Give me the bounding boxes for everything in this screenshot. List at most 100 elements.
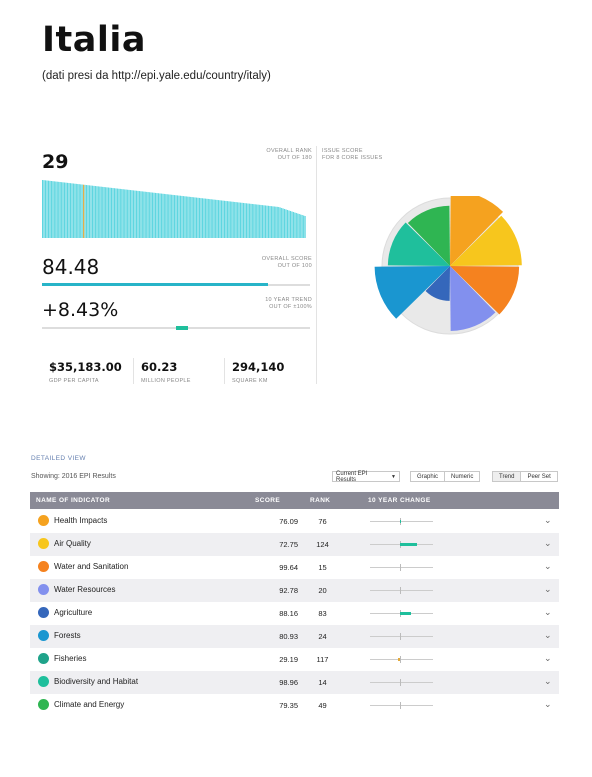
rank-bar bbox=[175, 195, 177, 238]
rank-bar bbox=[53, 181, 55, 238]
stat-divider bbox=[224, 358, 225, 384]
rank-bar bbox=[116, 188, 118, 238]
issue-wedge[interactable] bbox=[407, 205, 450, 266]
column-change-header[interactable]: 10 YEAR CHANGE bbox=[368, 497, 431, 504]
column-score-header[interactable]: SCORE bbox=[255, 497, 281, 504]
chevron-down-icon[interactable]: ⌄ bbox=[544, 699, 552, 709]
overall-rank-label-line2: OUT OF 180 bbox=[277, 155, 312, 161]
stat-area: 294,140 SQUARE KM bbox=[232, 360, 284, 384]
rank-bar bbox=[138, 191, 140, 238]
indicator-name: Climate and Energy bbox=[54, 700, 125, 709]
rank-bar bbox=[247, 203, 249, 238]
rank-bar bbox=[289, 210, 292, 238]
rank-bar bbox=[106, 187, 108, 238]
air-icon bbox=[38, 538, 49, 549]
rank-bar bbox=[225, 200, 227, 238]
rank-bar bbox=[156, 193, 158, 238]
column-rank-header[interactable]: RANK bbox=[310, 497, 331, 504]
rank-bar bbox=[231, 201, 233, 238]
rank-bar bbox=[278, 206, 280, 238]
rank-bar bbox=[197, 197, 199, 238]
issue-score-wheel[interactable] bbox=[372, 196, 528, 336]
indicator-row[interactable]: Water Resources 92.78 20 ⌄ bbox=[30, 579, 559, 602]
rank-bar bbox=[303, 215, 305, 238]
change-bar bbox=[400, 543, 417, 546]
rank-bar bbox=[125, 189, 127, 238]
rank-bar bbox=[102, 186, 104, 238]
rank-bar bbox=[262, 205, 264, 238]
indicator-name: Water and Sanitation bbox=[54, 562, 129, 571]
rank-bar bbox=[128, 189, 130, 238]
results-dropdown[interactable]: Current EPI Results ▼ bbox=[332, 471, 400, 483]
issue-wedge[interactable] bbox=[387, 222, 450, 266]
indicator-row[interactable]: Water and Sanitation 99.64 15 ⌄ bbox=[30, 556, 559, 579]
rank-bar bbox=[65, 182, 67, 238]
indicator-row[interactable]: Health Impacts 76.09 76 ⌄ bbox=[30, 510, 559, 533]
chevron-down-icon[interactable]: ⌄ bbox=[544, 584, 552, 594]
indicator-rank: 76 bbox=[318, 517, 327, 526]
graphic-toggle[interactable]: Graphic bbox=[417, 473, 439, 480]
rank-bar bbox=[212, 199, 214, 238]
indicator-row[interactable]: Forests 80.93 24 ⌄ bbox=[30, 625, 559, 648]
detailed-view-label: DETAILED VIEW bbox=[31, 455, 86, 462]
chevron-down-icon[interactable]: ⌄ bbox=[544, 538, 552, 548]
indicator-row[interactable]: Fisheries 29.19 117 ⌄ bbox=[30, 648, 559, 671]
issue-wedge[interactable] bbox=[450, 196, 504, 266]
column-name-header[interactable]: NAME OF INDICATOR bbox=[36, 497, 111, 504]
issue-wedge[interactable] bbox=[450, 266, 496, 331]
indicator-row[interactable]: Climate and Energy 79.35 49 ⌄ bbox=[30, 694, 559, 717]
indicator-row[interactable]: Air Quality 72.75 124 ⌄ bbox=[30, 533, 559, 556]
indicator-rank: 124 bbox=[316, 540, 329, 549]
overall-score-fill bbox=[42, 283, 269, 286]
rank-bar bbox=[241, 202, 243, 238]
indicator-rank: 14 bbox=[318, 678, 327, 687]
rank-bar bbox=[146, 191, 148, 238]
overall-score-label: OVERALL SCORE OUT OF 100 bbox=[262, 256, 312, 270]
ten-year-trend-label: 10 YEAR TREND OUT OF ±100% bbox=[265, 297, 312, 311]
rank-bar bbox=[276, 206, 278, 238]
rank-bar bbox=[47, 180, 50, 238]
ten-year-trend-marker bbox=[176, 326, 188, 330]
rank-bar bbox=[103, 187, 105, 238]
issue-wedge[interactable] bbox=[374, 266, 450, 319]
rank-bar bbox=[87, 185, 89, 238]
rank-bar bbox=[115, 188, 117, 238]
numeric-toggle[interactable]: Numeric bbox=[444, 472, 479, 481]
bird-icon bbox=[38, 607, 49, 618]
chevron-down-icon[interactable]: ⌄ bbox=[544, 607, 552, 617]
tree-icon bbox=[38, 630, 49, 641]
rank-bar bbox=[59, 182, 61, 238]
rank-bar bbox=[75, 183, 77, 238]
indicator-name: Biodiversity and Habitat bbox=[54, 677, 139, 686]
chevron-down-icon[interactable]: ⌄ bbox=[544, 630, 552, 640]
issue-wedge[interactable] bbox=[425, 266, 450, 301]
rank-bar bbox=[137, 190, 139, 238]
rank-bar bbox=[118, 188, 120, 238]
energy-icon bbox=[38, 699, 49, 710]
change-track bbox=[370, 636, 433, 637]
rank-bar bbox=[93, 185, 95, 238]
chevron-down-icon[interactable]: ⌄ bbox=[544, 653, 552, 663]
rank-bar bbox=[147, 192, 149, 238]
chevron-down-icon[interactable]: ⌄ bbox=[544, 676, 552, 686]
overall-rank-label: OVERALL RANK OUT OF 180 bbox=[266, 148, 312, 162]
chevron-down-icon[interactable]: ⌄ bbox=[544, 561, 552, 571]
rank-bar bbox=[285, 209, 287, 238]
indicator-rank: 49 bbox=[318, 701, 327, 710]
peer-set-toggle[interactable]: Peer Set bbox=[520, 472, 556, 481]
rank-bar bbox=[112, 188, 114, 238]
indicator-row[interactable]: Agriculture 88.16 83 ⌄ bbox=[30, 602, 559, 625]
rank-bar bbox=[84, 184, 86, 238]
chevron-down-icon[interactable]: ⌄ bbox=[544, 515, 552, 525]
trend-toggle[interactable]: Trend bbox=[493, 472, 521, 481]
showing-label: Showing: 2016 EPI Results bbox=[31, 473, 116, 480]
indicator-row[interactable]: Biodiversity and Habitat 98.96 14 ⌄ bbox=[30, 671, 559, 694]
issue-wedge[interactable] bbox=[450, 215, 522, 266]
rank-bar bbox=[127, 189, 129, 238]
rank-bar bbox=[184, 196, 186, 238]
stat-area-label: SQUARE KM bbox=[232, 378, 268, 384]
rank-bar bbox=[196, 197, 198, 238]
rank-bar bbox=[272, 206, 274, 238]
change-bar bbox=[398, 658, 400, 661]
issue-wedge[interactable] bbox=[450, 266, 520, 315]
